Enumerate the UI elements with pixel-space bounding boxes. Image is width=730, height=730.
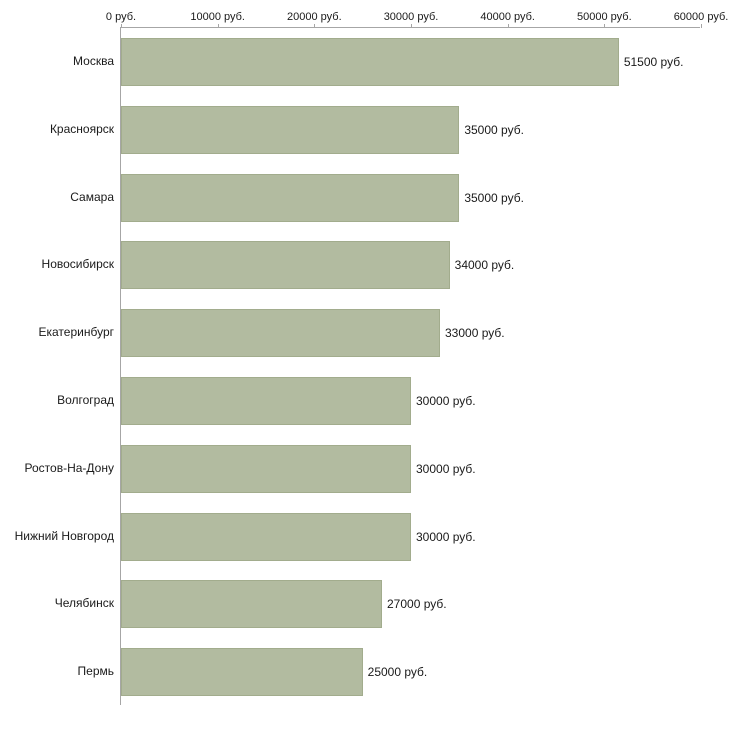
x-tick-label: 0 руб.	[105, 11, 137, 23]
x-tick-mark	[604, 24, 606, 28]
category-label: Новосибирск	[41, 257, 114, 272]
x-tick-label: 40000 руб.	[480, 11, 535, 23]
category-label: Екатеринбург	[38, 325, 115, 340]
bar	[121, 444, 411, 493]
bar-value-label: 33000 руб.	[445, 326, 505, 341]
category-label: Самара	[70, 189, 114, 204]
bar	[121, 173, 460, 222]
category-label: Нижний Новгород	[14, 528, 114, 543]
bar-value-label: 25000 руб.	[367, 665, 428, 680]
bar-value-label: 51500 руб.	[623, 54, 684, 69]
x-tick-mark	[121, 24, 122, 28]
bar-value-label: 35000 руб.	[464, 122, 524, 137]
category-label: Волгоград	[57, 392, 114, 407]
bar	[121, 580, 382, 629]
bar-value-label: 30000 руб.	[416, 393, 476, 408]
bar	[121, 376, 411, 425]
bar-value-label: 30000 руб.	[416, 529, 476, 544]
x-tick-label: 10000 руб.	[190, 11, 245, 23]
bar	[121, 37, 619, 86]
x-tick-mark	[507, 24, 509, 28]
x-tick-mark	[314, 24, 316, 28]
bar	[121, 241, 450, 290]
x-tick-mark	[701, 24, 702, 28]
bar	[121, 648, 363, 697]
x-tick-mark	[411, 24, 412, 28]
category-label: Пермь	[77, 664, 114, 679]
x-tick-label: 60000 руб.	[673, 11, 729, 23]
bar-value-label: 27000 руб.	[387, 597, 447, 612]
bar	[121, 512, 411, 561]
category-label: Красноярск	[49, 121, 114, 136]
category-label: Москва	[73, 53, 114, 68]
bar-value-label: 34000 руб.	[454, 258, 515, 273]
x-tick-mark	[217, 24, 219, 28]
x-tick-label: 20000 руб.	[287, 11, 342, 23]
bar-value-label: 35000 руб.	[464, 190, 524, 205]
bar	[121, 309, 440, 358]
category-label: Ростов-На-Дону	[24, 460, 114, 475]
bar	[121, 105, 460, 154]
plot-area: 0 руб. 10000 руб. 20000 руб. 30000 руб. 4000…	[106, 11, 728, 705]
bar-value-label: 30000 руб.	[416, 461, 476, 476]
x-tick-label: 30000 руб.	[383, 11, 439, 23]
x-tick-label: 50000 руб.	[577, 11, 632, 23]
category-label: Челябинск	[54, 596, 114, 611]
